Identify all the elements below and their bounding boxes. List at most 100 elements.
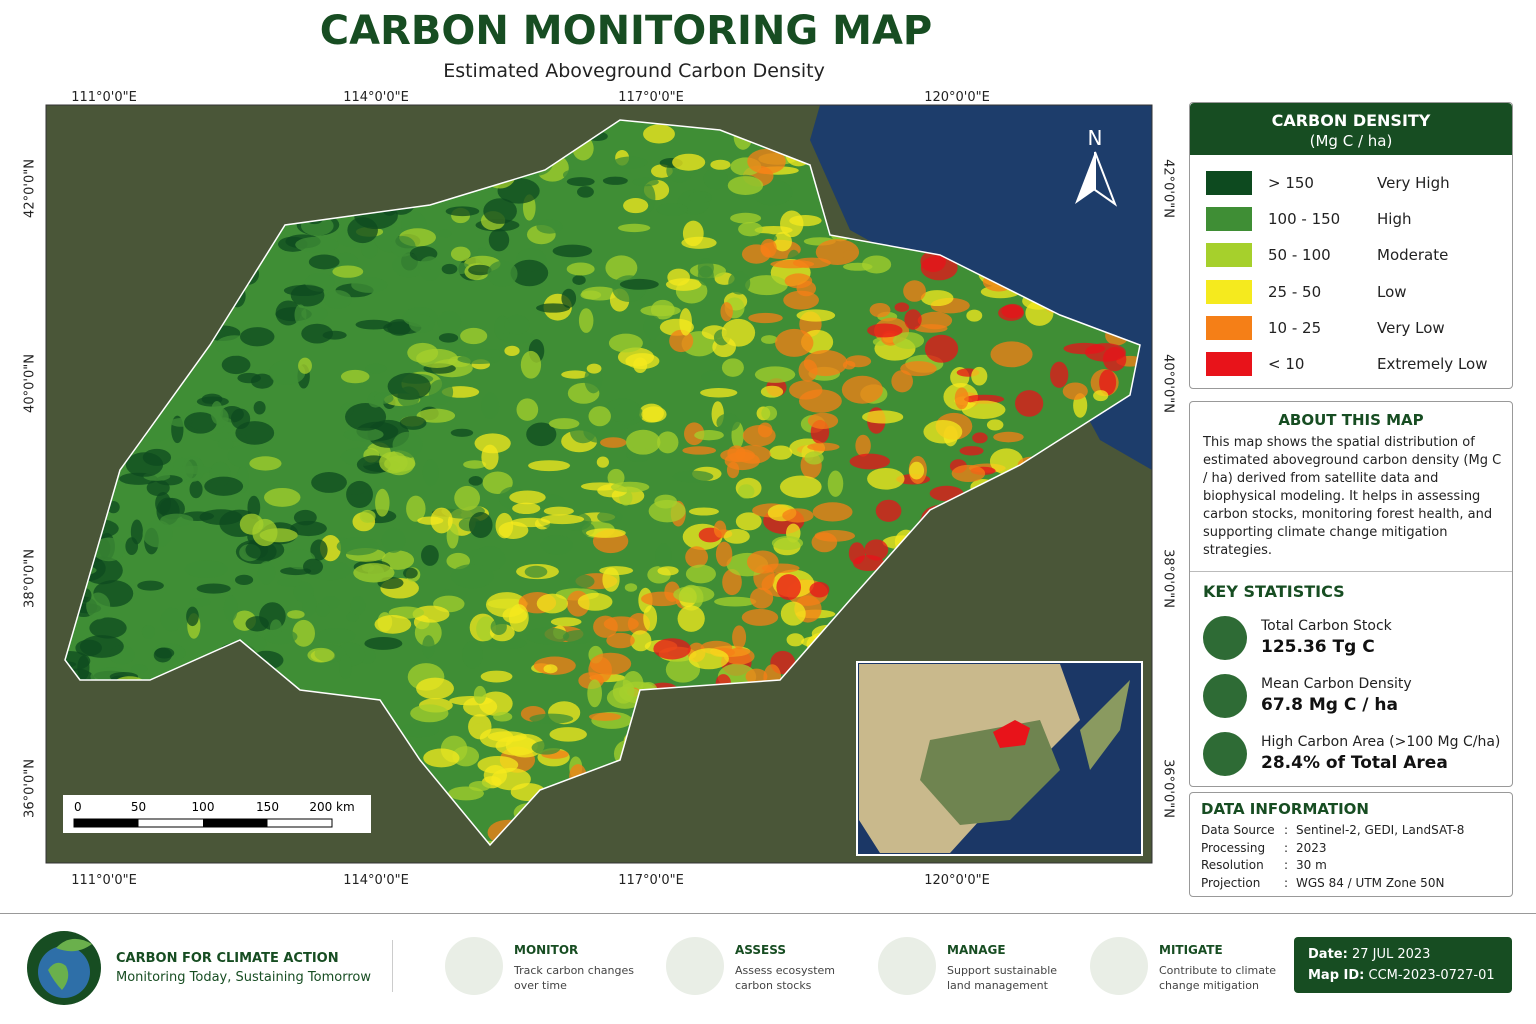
density-patch [807, 412, 839, 429]
density-patch [577, 592, 613, 611]
density-patch [815, 239, 860, 265]
density-patch [188, 598, 212, 607]
density-patch [588, 712, 622, 721]
density-patch [688, 507, 719, 516]
density-patch [566, 262, 595, 276]
density-patch [408, 314, 435, 333]
density-patch [643, 124, 675, 144]
density-patch [954, 387, 969, 410]
density-patch [301, 306, 328, 322]
north-label: N [1088, 126, 1103, 150]
density-patch [543, 506, 574, 516]
density-patch [746, 550, 779, 574]
stats-title: KEY STATISTICS [1203, 582, 1345, 601]
stat-value: 67.8 Mg C / ha [1261, 695, 1398, 715]
density-patch [700, 387, 738, 398]
density-patch [610, 481, 650, 493]
density-patch [625, 353, 660, 369]
density-patch [641, 406, 667, 423]
legend-row: 50 - 100 Moderate [1206, 243, 1506, 268]
density-patch [86, 592, 111, 620]
density-patch [776, 574, 801, 600]
pillar-text: Support sustainable land management [947, 964, 1058, 992]
lon-label: 111°0'0"E [71, 873, 137, 888]
region-outline [64, 119, 1141, 847]
density-patch [488, 228, 510, 252]
density-patch [720, 302, 733, 322]
density-patch [308, 254, 340, 270]
density-patch [463, 696, 498, 717]
scale-label: 150 [256, 800, 279, 814]
density-patch [293, 509, 317, 526]
density-patch [606, 632, 635, 649]
density-patch [1050, 361, 1069, 388]
density-patch [1015, 390, 1044, 417]
density-patch [669, 329, 694, 353]
density-patch [993, 431, 1024, 443]
density-patch [210, 400, 223, 424]
density-patch [298, 357, 312, 374]
density-patch [504, 314, 530, 335]
info-sep: : [1284, 875, 1289, 890]
pillar-title: MANAGE [947, 943, 1006, 957]
density-patch [811, 532, 838, 553]
density-patch [414, 618, 442, 647]
density-patch [587, 679, 603, 708]
density-patch [548, 418, 580, 430]
density-patch [909, 461, 925, 480]
density-patch [782, 508, 814, 523]
density-patch [398, 723, 440, 738]
density-patch [245, 616, 269, 632]
legend-range: 100 - 150 [1268, 210, 1341, 229]
density-patch [667, 268, 690, 286]
stat-icon [1203, 616, 1247, 660]
density-patch [75, 639, 102, 657]
pillar-text: Assess ecosystem carbon stocks [735, 964, 836, 992]
density-patch [438, 333, 459, 343]
density-patch [410, 704, 449, 723]
density-patch [89, 617, 127, 639]
scale-label: 200 km [309, 800, 354, 814]
stat-value: 28.4% of Total Area [1261, 753, 1448, 773]
legend-row: < 10 Extremely Low [1206, 352, 1506, 376]
density-patch [748, 312, 783, 324]
density-patch [399, 416, 427, 430]
density-patch [235, 574, 254, 585]
density-patch [189, 480, 203, 499]
density-patch [596, 456, 609, 468]
about-text: This map shows the spatial distribution … [1203, 435, 1502, 558]
legend-swatch [1206, 279, 1252, 304]
density-patch [292, 619, 315, 647]
density-patch [463, 460, 487, 469]
density-patch [786, 633, 805, 647]
lon-label: 114°0'0"E [343, 873, 409, 888]
density-patch [346, 480, 373, 509]
density-patch [848, 542, 866, 565]
inset-map [856, 661, 1143, 856]
pillar-title: MONITOR [514, 943, 579, 957]
density-patch [684, 422, 705, 446]
density-patch [597, 510, 623, 524]
density-patch [359, 509, 376, 523]
density-patch [841, 375, 883, 404]
pillar-title: MITIGATE [1159, 943, 1223, 957]
legend-label: Very Low [1377, 318, 1445, 337]
stat-icon [1203, 674, 1247, 718]
density-patch [269, 359, 306, 385]
density-patch [141, 625, 156, 639]
data-info-title: DATA INFORMATION [1201, 800, 1369, 818]
density-patch [416, 677, 454, 700]
density-patch [142, 520, 173, 548]
legend: CARBON DENSITY (Mg C / ha) > 150 Very Hig… [1189, 102, 1513, 389]
density-patch [525, 627, 570, 645]
density-patch [355, 319, 392, 330]
density-patch [585, 528, 626, 538]
density-patch [416, 408, 456, 423]
density-patch [176, 465, 213, 474]
density-patch [771, 536, 804, 551]
density-patch [374, 392, 394, 404]
density-patch [315, 602, 330, 617]
legend-swatch [1206, 315, 1252, 340]
density-patch [374, 615, 412, 634]
density-patch [688, 648, 729, 670]
